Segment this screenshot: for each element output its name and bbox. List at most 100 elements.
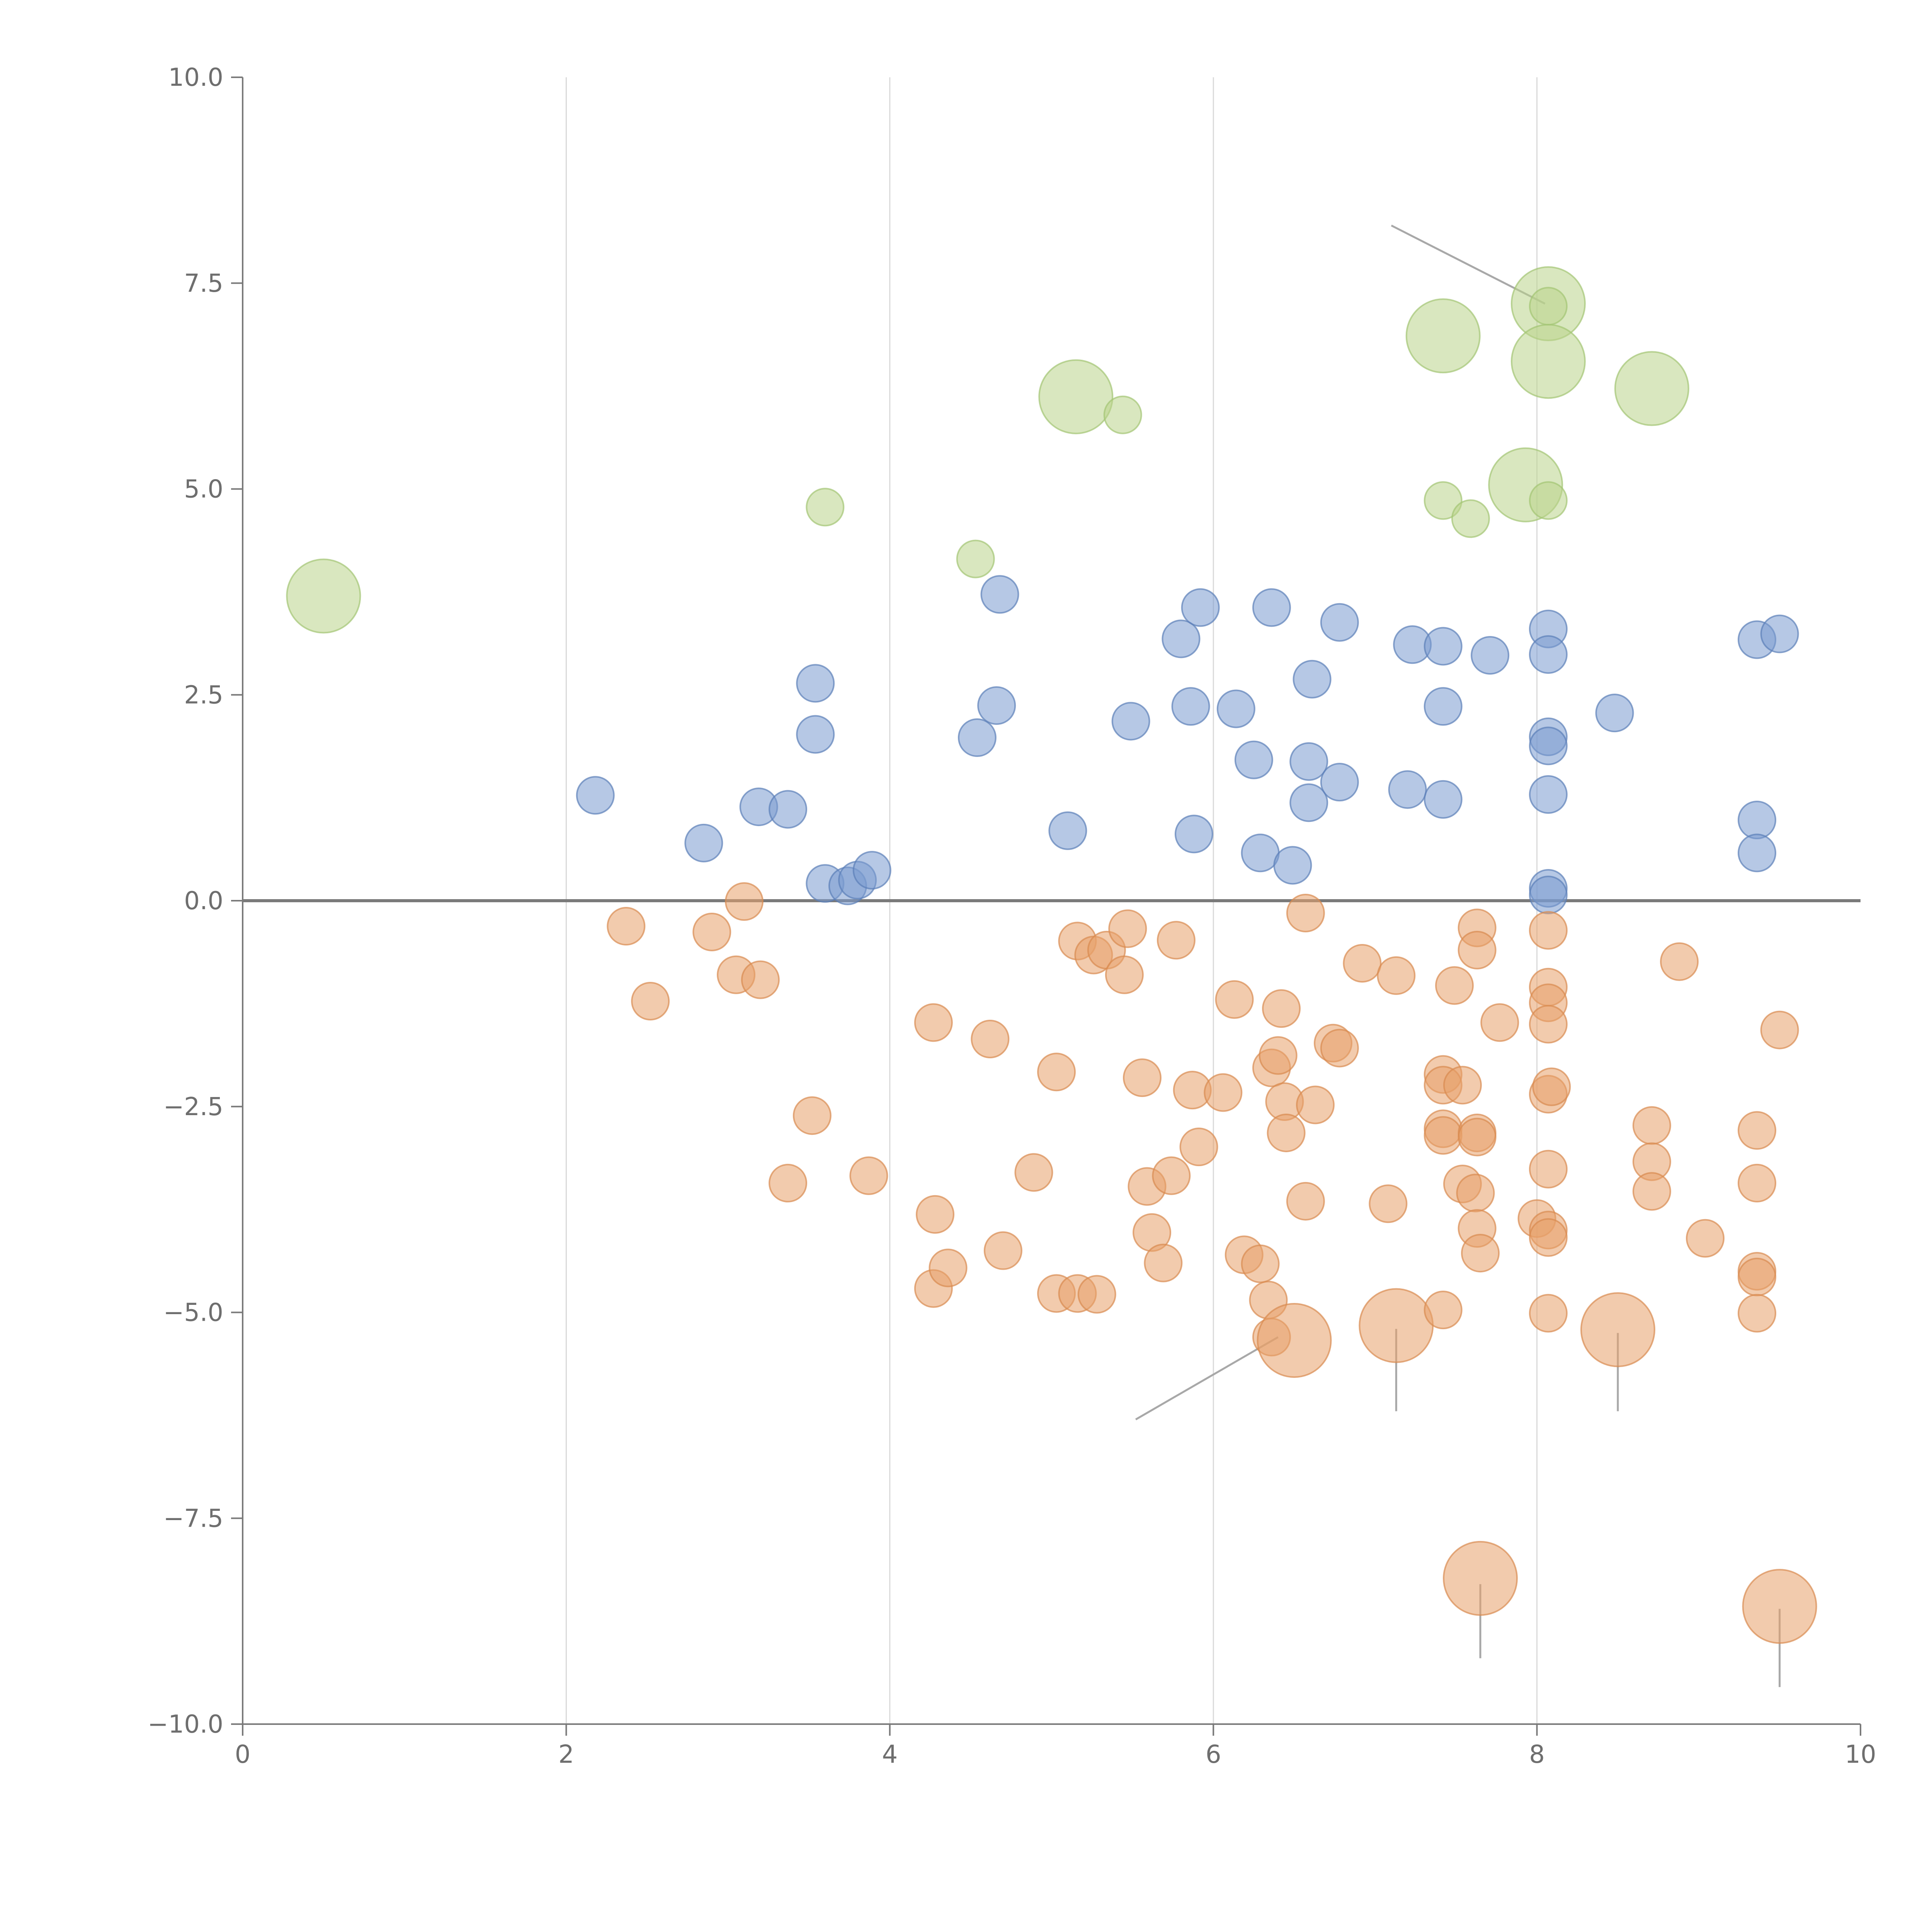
data-point-blue[interactable] (1174, 815, 1213, 854)
data-point-blue[interactable] (769, 790, 808, 829)
data-point-blue[interactable] (1111, 702, 1150, 741)
data-point-orange[interactable] (692, 912, 731, 951)
data-point-blue[interactable] (1181, 588, 1220, 627)
data-point-blue[interactable] (1529, 876, 1568, 915)
data-point-orange[interactable] (1144, 1243, 1183, 1282)
data-point-orange[interactable] (929, 1248, 968, 1287)
data-point-blue[interactable] (796, 715, 835, 754)
data-point-orange[interactable] (914, 1003, 953, 1042)
data-point-green[interactable] (1529, 287, 1568, 326)
data-point-orange[interactable] (1108, 909, 1147, 948)
data-point-orange[interactable] (1286, 1182, 1325, 1221)
data-point-orange[interactable] (1529, 1218, 1568, 1257)
data-point-orange[interactable] (1215, 980, 1254, 1019)
data-point-blue[interactable] (1241, 833, 1280, 872)
data-point-green[interactable] (1038, 359, 1114, 434)
data-point-blue[interactable] (1162, 619, 1201, 658)
data-point-orange[interactable] (1262, 989, 1301, 1028)
data-point-orange[interactable] (983, 1231, 1022, 1270)
data-point-orange[interactable] (769, 1163, 808, 1202)
data-point-orange[interactable] (1359, 1288, 1434, 1363)
data-point-orange[interactable] (1369, 1184, 1408, 1223)
data-point-blue[interactable] (1423, 780, 1463, 819)
data-point-orange[interactable] (1480, 1003, 1519, 1042)
data-point-orange[interactable] (1320, 1029, 1359, 1068)
data-point-blue[interactable] (1529, 635, 1568, 674)
data-point-orange[interactable] (1738, 1111, 1777, 1150)
data-point-blue[interactable] (1529, 726, 1568, 765)
data-point-orange[interactable] (1458, 930, 1497, 969)
data-point-blue[interactable] (1320, 763, 1359, 802)
data-point-blue[interactable] (1273, 846, 1312, 885)
data-point-orange[interactable] (849, 1156, 888, 1195)
data-point-blue[interactable] (1760, 614, 1799, 653)
data-point-blue[interactable] (1595, 694, 1634, 733)
data-point-blue[interactable] (1289, 783, 1328, 822)
data-point-orange[interactable] (631, 981, 670, 1020)
data-point-blue[interactable] (1320, 603, 1359, 642)
data-point-orange[interactable] (793, 1096, 832, 1135)
data-point-blue[interactable] (957, 718, 997, 757)
data-point-green[interactable] (1529, 481, 1568, 520)
data-point-orange[interactable] (1105, 955, 1144, 994)
data-point-orange[interactable] (1423, 1116, 1463, 1155)
data-point-orange[interactable] (1738, 1257, 1777, 1296)
data-point-blue[interactable] (977, 686, 1016, 725)
data-point-orange[interactable] (1443, 1541, 1518, 1616)
data-point-orange[interactable] (1267, 1113, 1306, 1152)
data-point-orange[interactable] (1738, 1294, 1777, 1333)
data-point-blue[interactable] (1048, 811, 1087, 850)
data-point-orange[interactable] (1156, 921, 1196, 960)
data-point-orange[interactable] (607, 907, 646, 946)
data-point-orange[interactable] (1286, 893, 1325, 932)
data-point-orange[interactable] (1204, 1073, 1243, 1112)
data-point-green[interactable] (806, 488, 845, 527)
data-point-green[interactable] (286, 558, 361, 634)
data-point-blue[interactable] (1234, 740, 1273, 779)
data-point-orange[interactable] (1686, 1219, 1725, 1258)
data-point-orange[interactable] (1529, 1294, 1568, 1333)
data-point-orange[interactable] (1152, 1156, 1191, 1195)
data-point-orange[interactable] (1580, 1292, 1655, 1367)
data-point-green[interactable] (956, 539, 995, 578)
data-point-orange[interactable] (1458, 1117, 1497, 1156)
data-point-blue[interactable] (980, 575, 1019, 614)
data-point-orange[interactable] (1532, 1067, 1571, 1106)
data-point-blue[interactable] (1289, 742, 1328, 781)
data-point-blue[interactable] (1388, 770, 1427, 809)
data-point-orange[interactable] (1343, 944, 1382, 983)
data-point-blue[interactable] (1423, 687, 1463, 726)
data-point-green[interactable] (1405, 298, 1481, 374)
data-point-orange[interactable] (1259, 1036, 1298, 1075)
data-point-orange[interactable] (741, 960, 780, 999)
data-point-orange[interactable] (1037, 1053, 1076, 1092)
data-point-blue[interactable] (684, 823, 723, 862)
data-point-orange[interactable] (724, 882, 764, 921)
data-point-orange[interactable] (1077, 1275, 1116, 1314)
data-point-orange[interactable] (1014, 1153, 1053, 1192)
data-point-blue[interactable] (1471, 636, 1510, 675)
data-point-orange[interactable] (1241, 1244, 1280, 1283)
data-point-blue[interactable] (796, 664, 835, 703)
data-point-blue[interactable] (1738, 833, 1777, 872)
data-point-orange[interactable] (1122, 1058, 1162, 1097)
data-point-orange[interactable] (1296, 1085, 1335, 1124)
data-point-orange[interactable] (1461, 1234, 1500, 1273)
data-point-orange[interactable] (1377, 956, 1416, 995)
data-point-blue[interactable] (852, 851, 891, 890)
data-point-blue[interactable] (576, 776, 615, 815)
data-point-orange[interactable] (1760, 1010, 1799, 1049)
data-point-green[interactable] (1451, 499, 1490, 538)
data-point-orange[interactable] (1738, 1163, 1777, 1202)
data-point-orange[interactable] (971, 1020, 1010, 1059)
data-point-orange[interactable] (1529, 1005, 1568, 1044)
data-point-orange[interactable] (1257, 1303, 1332, 1378)
data-point-blue[interactable] (1423, 627, 1463, 666)
data-point-orange[interactable] (1632, 1172, 1671, 1211)
data-point-orange[interactable] (1529, 911, 1568, 950)
data-point-orange[interactable] (916, 1195, 955, 1234)
data-point-blue[interactable] (1738, 801, 1777, 840)
data-point-orange[interactable] (1742, 1569, 1817, 1644)
data-point-green[interactable] (1103, 395, 1142, 434)
data-point-orange[interactable] (1435, 966, 1474, 1005)
